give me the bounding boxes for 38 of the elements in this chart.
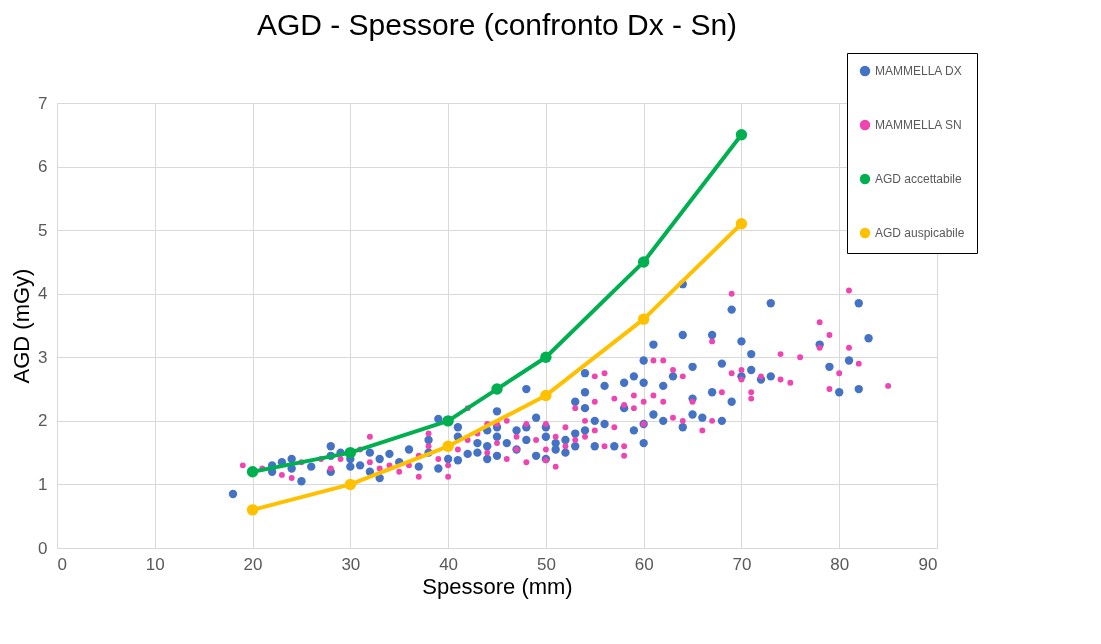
x-tick-label: 50: [536, 554, 556, 574]
y-tick-label: 0: [38, 538, 48, 558]
y-tick-label: 1: [38, 474, 48, 494]
legend-label: MAMMELLA SN: [875, 118, 962, 132]
chart-title: AGD - Spessore (confronto Dx - Sn): [256, 7, 738, 41]
x-tick-label: 10: [145, 554, 165, 574]
y-tick-label: 4: [38, 284, 48, 304]
point: [246, 504, 259, 516]
point: [246, 466, 259, 478]
point: [540, 351, 552, 363]
point: [735, 129, 748, 141]
x-tick-label: 70: [732, 554, 752, 574]
x-tick-label: 80: [830, 554, 850, 574]
point: [344, 478, 357, 491]
point: [637, 313, 650, 325]
point: [442, 440, 454, 452]
y-axis-title: AGD (mGy): [9, 268, 35, 384]
x-tick-label: 0: [57, 554, 67, 574]
y-tick-label: 2: [38, 411, 48, 431]
point: [344, 446, 357, 459]
y-tick-label: 5: [38, 220, 48, 240]
x-tick-label: 20: [243, 554, 263, 574]
point: [637, 256, 650, 268]
point: [540, 389, 552, 402]
y-tick-label: 3: [38, 347, 48, 367]
x-tick-label: 40: [439, 554, 459, 574]
point: [491, 383, 503, 395]
y-tick-label: 6: [38, 157, 48, 177]
x-tick-label: 60: [634, 554, 654, 574]
legend-label: AGD accettabile: [875, 172, 963, 186]
x-axis-title: Spessore (mm): [422, 573, 573, 599]
point: [442, 415, 454, 427]
point: [735, 218, 748, 230]
x-tick-label: 30: [341, 554, 361, 574]
legend-label: MAMMELLA DX: [875, 64, 962, 78]
y-tick-label: 7: [38, 93, 48, 113]
x-tick-label: 90: [918, 554, 938, 574]
legend-label: AGD auspicabile: [875, 226, 965, 240]
